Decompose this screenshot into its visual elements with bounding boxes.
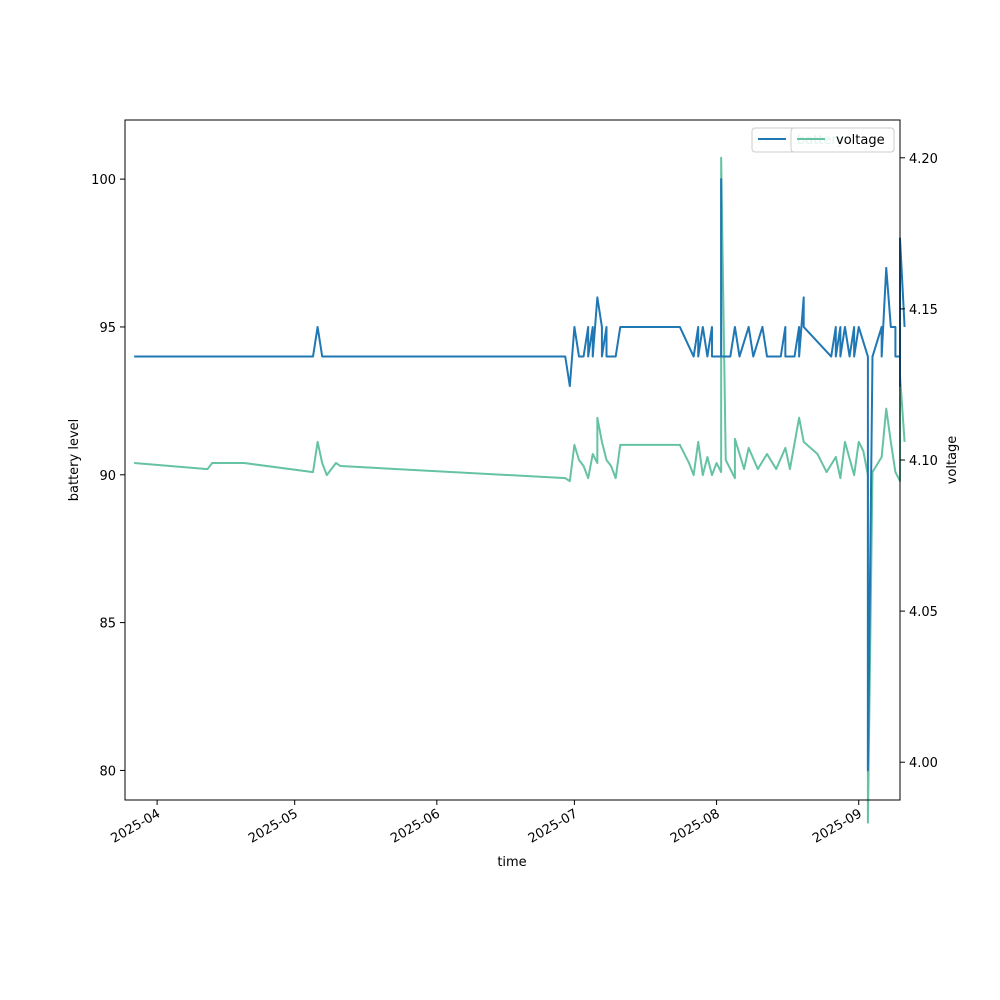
y-left-tick-label: 80: [99, 764, 116, 779]
series-line-battery: [134, 178, 906, 772]
x-tick-label: 2025-05: [246, 806, 301, 846]
x-tick-label: 2025-04: [109, 806, 164, 846]
y-right-axis: 4.00 4.05 4.10 4.15 4.20: [900, 152, 938, 771]
legend-voltage-label: voltage: [836, 133, 885, 148]
y-left-tick-label: 85: [99, 617, 116, 632]
y-right-tick-label: 4.15: [909, 303, 938, 318]
y-right-tick-label: 4.05: [909, 605, 938, 620]
y-left-tick-label: 90: [99, 469, 116, 484]
y-right-axis-title: voltage: [945, 436, 960, 485]
x-axis-title: time: [497, 855, 526, 870]
y-right-tick-label: 4.10: [909, 454, 938, 469]
x-tick-label: 2025-07: [526, 806, 581, 846]
x-tick-label: 2025-09: [810, 806, 865, 846]
y-left-tick-label: 100: [91, 173, 116, 188]
series-line-voltage: [134, 156, 906, 824]
x-tick-label: 2025-08: [668, 806, 723, 846]
y-left-axis: 80 85 90 95 100: [91, 173, 125, 779]
x-tick-label: 2025-06: [388, 806, 443, 846]
y-right-tick-label: 4.20: [909, 152, 938, 167]
plot-area: [125, 120, 900, 800]
x-axis: 2025-04 2025-05 2025-06 2025-07 2025-08 2025-…: [109, 800, 865, 847]
y-left-tick-label: 95: [99, 321, 116, 336]
legend-voltage: voltage: [790, 127, 895, 153]
legend-voltage-frame: [790, 127, 895, 153]
series-layer: [134, 156, 906, 824]
y-left-axis-title: battery level: [67, 419, 82, 502]
y-right-tick-label: 4.00: [909, 756, 938, 771]
